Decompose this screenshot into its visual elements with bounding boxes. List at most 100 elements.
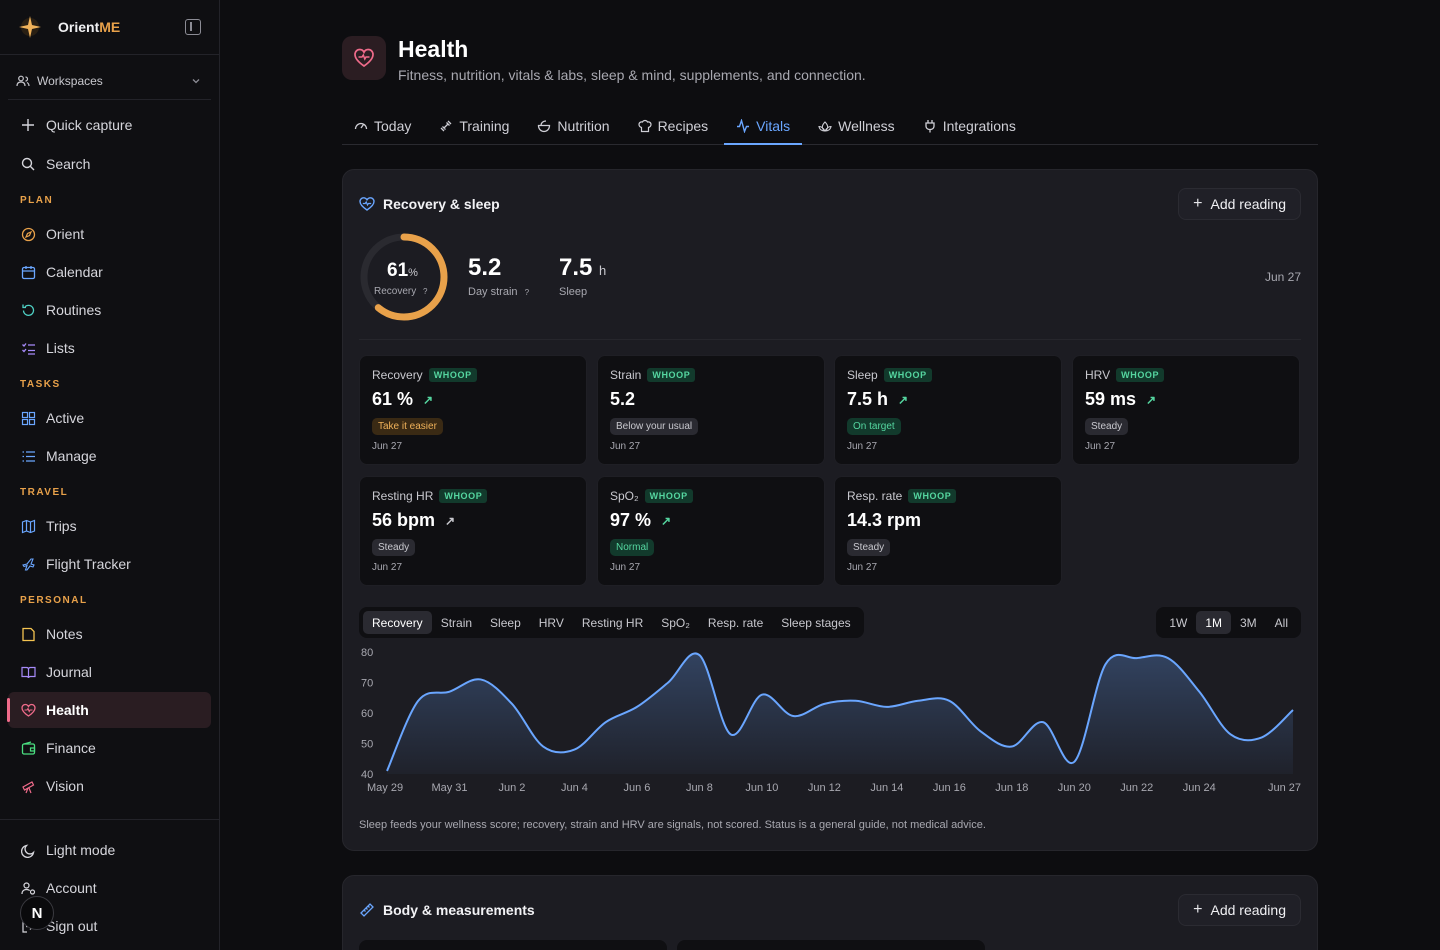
chart-point[interactable] [603, 719, 609, 725]
chart-point[interactable] [946, 698, 952, 704]
metric-date: Jun 27 [847, 441, 878, 452]
chart-point[interactable] [696, 652, 702, 658]
metric-header: Resp. rate WHOOP [847, 489, 957, 503]
sidebar-item-label: Manage [46, 448, 97, 464]
sidebar-item-vision[interactable]: Vision [8, 768, 211, 804]
sidebar-item-routines[interactable]: Routines [8, 292, 211, 328]
range-tab-3[interactable]: All [1274, 615, 1288, 630]
metric-header: HRV WHOOP [1085, 368, 1165, 382]
metric-tab-7[interactable]: Sleep stages [781, 615, 851, 630]
help-icon[interactable]: ? [524, 288, 530, 297]
add-reading-button[interactable]: + Add reading [1178, 894, 1301, 926]
metric-card-3[interactable]: HRV WHOOP 59 ms ↗ Steady Jun 27 [1072, 355, 1300, 465]
sleep-label: Sleep [559, 286, 588, 298]
metric-name: Resp. rate [847, 489, 903, 503]
sidebar-item-health[interactable]: Health [7, 692, 211, 728]
chart-point[interactable] [790, 713, 796, 719]
chart-point[interactable] [1134, 655, 1140, 661]
user-avatar[interactable]: N [20, 896, 54, 930]
chart-point[interactable] [1103, 661, 1109, 667]
quick-capture-button[interactable]: Quick capture [8, 107, 211, 143]
chart-point[interactable] [634, 704, 640, 710]
metric-card-6[interactable]: Resp. rate WHOOP 14.3 rpm Steady Jun 27 [834, 476, 1062, 586]
metric-date: Jun 27 [372, 441, 403, 452]
metric-tab-4[interactable]: Resting HR [581, 615, 644, 630]
range-tab-0[interactable]: 1W [1169, 615, 1188, 630]
chart-point[interactable] [571, 747, 577, 753]
tab-wellness[interactable]: Wellness [806, 108, 907, 144]
metric-card-0[interactable]: Recovery WHOOP 61 % ↗ Take it easier Jun 27 [359, 355, 587, 465]
search-button[interactable]: Search [8, 146, 211, 182]
chart-point[interactable] [1040, 719, 1046, 725]
chart-point[interactable] [1290, 707, 1296, 713]
chart-point[interactable] [853, 698, 859, 704]
chart-series-line [386, 652, 1294, 772]
chart-point[interactable] [415, 698, 421, 704]
metric-card-5[interactable]: SpO₂ WHOOP 97 % ↗ Normal Jun 27 [597, 476, 825, 586]
sidebar-item-flight-tracker[interactable]: Flight Tracker [8, 546, 211, 582]
range-tab-2[interactable]: 3M [1239, 615, 1257, 630]
chart-point[interactable] [884, 704, 890, 710]
tab-label: Nutrition [557, 118, 610, 134]
metric-tab-6[interactable]: Resp. rate [707, 615, 764, 630]
chart-point[interactable] [821, 701, 827, 707]
metric-tab-0[interactable]: Recovery [363, 611, 432, 634]
chart-point[interactable] [1259, 734, 1265, 740]
chart-point[interactable] [1165, 655, 1171, 661]
chart-point[interactable] [1071, 759, 1077, 765]
sidebar-item-notes[interactable]: Notes [8, 616, 211, 652]
light-mode-toggle[interactable]: Light mode [8, 832, 211, 868]
tab-label: Wellness [838, 118, 895, 134]
metric-card-2[interactable]: Sleep WHOOP 7.5 h ↗ On target Jun 27 [834, 355, 1062, 465]
sidebar-item-calendar[interactable]: Calendar [8, 254, 211, 290]
summary-date: Jun 27 [1264, 270, 1301, 284]
tab-training[interactable]: Training [427, 108, 521, 144]
users-icon [16, 75, 30, 87]
chart-point[interactable] [915, 698, 921, 704]
sidebar-item-lists[interactable]: Lists [8, 330, 211, 366]
metric-tab-1[interactable]: Strain [440, 615, 473, 630]
metric-tab-3[interactable]: HRV [538, 615, 564, 630]
sidebar-item-journal[interactable]: Journal [8, 654, 211, 690]
sidebar-item-finance[interactable]: Finance [8, 730, 211, 766]
x-tick-label: Jun 14 [870, 782, 903, 794]
tab-today[interactable]: Today [342, 108, 423, 144]
chart-point[interactable] [384, 768, 390, 774]
chart-point[interactable] [478, 676, 484, 682]
chart-point[interactable] [665, 680, 671, 686]
sidebar-item-orient[interactable]: Orient [8, 216, 211, 252]
x-tick-label: Jun 12 [808, 782, 841, 794]
metric-card-4[interactable]: Resting HR WHOOP 56 bpm ↗ Steady Jun 27 [359, 476, 587, 586]
orient-logo-icon[interactable] [16, 13, 44, 41]
sidebar-item-active[interactable]: Active [8, 400, 211, 436]
sidebar-item-label: Trips [46, 518, 77, 534]
add-reading-button[interactable]: + Add reading [1178, 188, 1301, 220]
collapse-sidebar-icon[interactable] [185, 19, 201, 35]
chart-point[interactable] [540, 744, 546, 750]
chart-point[interactable] [1009, 744, 1015, 750]
metric-tab-5[interactable]: SpO₂ [661, 615, 690, 630]
metric-tab-2[interactable]: Sleep [490, 615, 521, 630]
chart-point[interactable] [978, 728, 984, 734]
account-link[interactable]: Account [8, 870, 211, 906]
range-tab-1[interactable]: 1M [1196, 611, 1231, 634]
chart-point[interactable] [446, 689, 452, 695]
chart-point[interactable] [1228, 731, 1234, 737]
sign-out-label: Sign out [46, 918, 98, 934]
tab-vitals[interactable]: Vitals [724, 108, 803, 145]
metric-card-1[interactable]: Strain WHOOP 5.2 Below your usual Jun 27 [597, 355, 825, 465]
tab-integrations[interactable]: Integrations [911, 108, 1028, 144]
x-tick-label: May 31 [431, 782, 467, 794]
chart-point[interactable] [509, 701, 515, 707]
tab-recipes[interactable]: Recipes [626, 108, 721, 144]
chart-point[interactable] [728, 731, 734, 737]
heart-pulse-icon [359, 196, 375, 212]
chart-point[interactable] [759, 692, 765, 698]
tab-nutrition[interactable]: Nutrition [525, 108, 621, 144]
x-tick-label: Jun 24 [1183, 782, 1216, 794]
sidebar-item-trips[interactable]: Trips [8, 508, 211, 544]
help-icon[interactable]: ? [423, 287, 428, 296]
sidebar-item-manage[interactable]: Manage [8, 438, 211, 474]
workspace-switcher[interactable]: Workspaces [8, 63, 211, 100]
chart-point[interactable] [1196, 689, 1202, 695]
